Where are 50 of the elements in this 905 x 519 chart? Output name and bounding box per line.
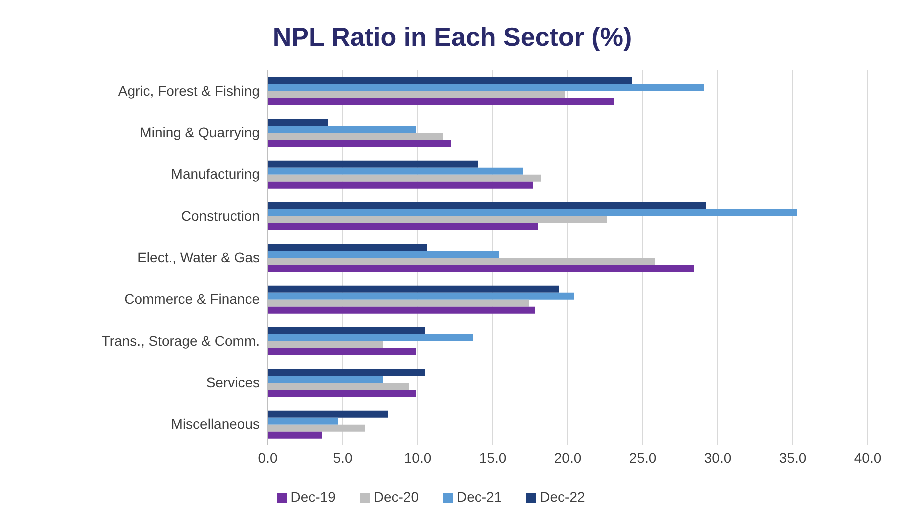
x-tick-label: 0.0 — [258, 450, 278, 466]
bar — [268, 84, 704, 92]
x-tick-label: 20.0 — [554, 450, 582, 466]
y-tick-label: Agric, Forest & Fishing — [118, 82, 260, 99]
bar — [268, 140, 451, 148]
legend-label: Dec-19 — [290, 489, 336, 505]
legend-label: Dec-22 — [540, 489, 586, 505]
bar — [268, 224, 538, 230]
bar — [268, 292, 574, 300]
bar — [268, 265, 694, 272]
bar — [268, 348, 416, 356]
bar — [268, 251, 499, 258]
bar — [268, 432, 322, 439]
legend-label: Dec-21 — [457, 489, 502, 505]
bar — [268, 182, 534, 189]
x-tick-label: 10.0 — [404, 450, 432, 466]
bar — [268, 418, 338, 425]
bar — [268, 244, 427, 252]
y-tick-label: Miscellaneous — [171, 416, 260, 432]
y-tick-label: Services — [206, 374, 260, 390]
bar — [268, 390, 416, 398]
y-tick-label: Trans., Storage & Comm. — [102, 332, 260, 349]
x-tick-label: 40.0 — [854, 450, 882, 466]
x-tick-label: 30.0 — [704, 450, 732, 466]
bar — [268, 168, 523, 175]
bar — [268, 286, 559, 293]
bar — [268, 202, 706, 210]
x-tick-label: 15.0 — [479, 450, 507, 466]
bar — [268, 160, 478, 168]
x-tick-label: 5.0 — [333, 450, 353, 466]
legend-label: Dec-20 — [374, 489, 419, 505]
bar — [268, 376, 384, 384]
bar — [268, 410, 388, 418]
x-tick-label: 25.0 — [629, 450, 657, 466]
bar — [268, 369, 426, 376]
y-tick-label: Commerce & Finance — [124, 291, 260, 308]
bar — [268, 306, 535, 314]
bar — [268, 119, 328, 126]
bar — [268, 334, 474, 342]
y-tick-label: Construction — [181, 208, 260, 224]
chart-title: NPL Ratio in Each Sector (%) — [272, 21, 634, 54]
y-tick-label: Manufacturing — [171, 166, 260, 182]
bar — [268, 210, 798, 216]
bar — [268, 98, 614, 106]
bar — [268, 328, 426, 334]
y-tick-label: Mining & Quarrying — [140, 124, 260, 140]
bar — [268, 78, 632, 84]
bar — [268, 126, 416, 134]
x-tick-label: 35.0 — [779, 450, 807, 466]
y-tick-label: Elect., Water & Gas — [138, 249, 260, 266]
